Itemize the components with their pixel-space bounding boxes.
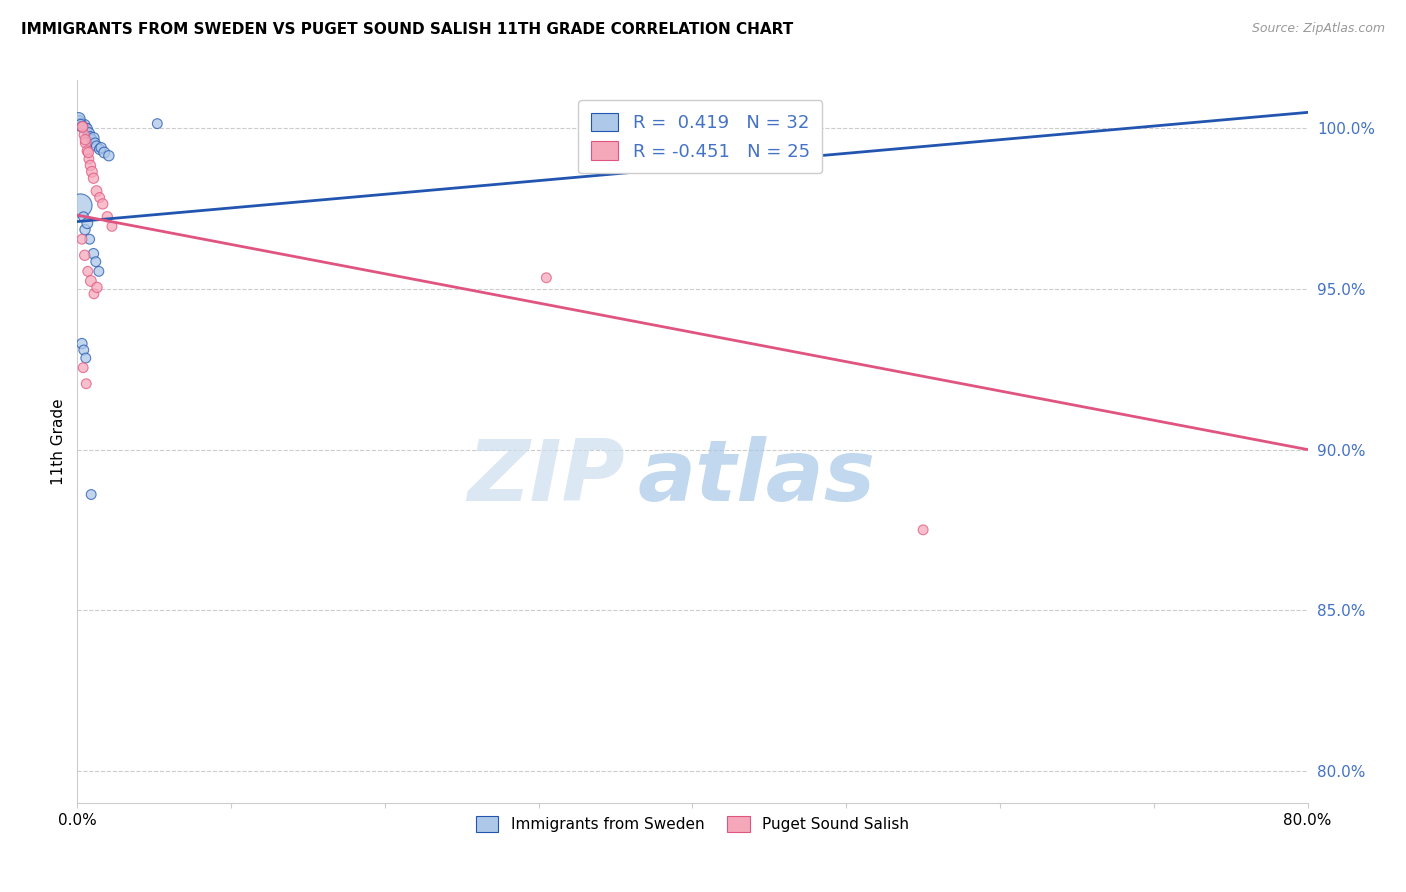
Point [75, 136, 97, 150]
Point [69, 198, 91, 212]
Point [87, 264, 110, 278]
Point [536, 270, 558, 285]
Point [89, 190, 111, 204]
Point [83, 286, 105, 301]
Point [97, 149, 120, 163]
Point [91, 197, 114, 211]
Point [70, 336, 93, 351]
Text: ZIP: ZIP [467, 436, 624, 519]
Point [73, 128, 96, 142]
Point [80, 274, 103, 288]
Point [73, 343, 96, 357]
Point [69, 113, 91, 128]
Text: Source: ZipAtlas.com: Source: ZipAtlas.com [1251, 22, 1385, 36]
Point [73, 248, 96, 262]
Point [79, 158, 101, 172]
Point [73, 222, 96, 236]
Point [76, 121, 98, 136]
Point [77, 145, 100, 160]
Point [72, 120, 94, 134]
Point [79, 232, 101, 246]
Point [82, 171, 104, 186]
Point [912, 523, 935, 537]
Legend: Immigrants from Sweden, Puget Sound Salish: Immigrants from Sweden, Puget Sound Sali… [470, 810, 915, 838]
Point [89, 142, 111, 156]
Point [82, 246, 104, 260]
Text: IMMIGRANTS FROM SWEDEN VS PUGET SOUND SALISH 11TH GRADE CORRELATION CHART: IMMIGRANTS FROM SWEDEN VS PUGET SOUND SA… [21, 22, 793, 37]
Point [69, 118, 91, 132]
Point [72, 360, 94, 375]
Point [84, 254, 107, 268]
Point [96, 210, 118, 224]
Point [93, 145, 115, 160]
Point [90, 141, 112, 155]
Point [72, 120, 94, 134]
Point [67, 112, 90, 126]
Point [72, 120, 94, 134]
Point [80, 165, 103, 179]
Point [80, 487, 103, 501]
Point [72, 210, 94, 224]
Point [86, 184, 108, 198]
Point [76, 216, 98, 230]
Point [146, 117, 169, 131]
Point [75, 121, 97, 136]
Point [79, 129, 101, 144]
Point [70, 117, 93, 131]
Point [84, 136, 107, 150]
Point [80, 133, 103, 147]
Point [75, 351, 97, 365]
Point [75, 376, 97, 391]
Point [82, 131, 104, 145]
Point [77, 126, 100, 140]
Point [86, 139, 108, 153]
Point [77, 152, 100, 166]
Point [70, 120, 93, 134]
Point [73, 118, 96, 132]
Point [75, 133, 97, 147]
Point [76, 144, 98, 158]
Text: atlas: atlas [637, 436, 875, 519]
Point [70, 232, 93, 246]
Point [101, 219, 124, 234]
Point [76, 264, 98, 278]
Y-axis label: 11th Grade: 11th Grade [51, 398, 66, 485]
Point [86, 280, 108, 294]
